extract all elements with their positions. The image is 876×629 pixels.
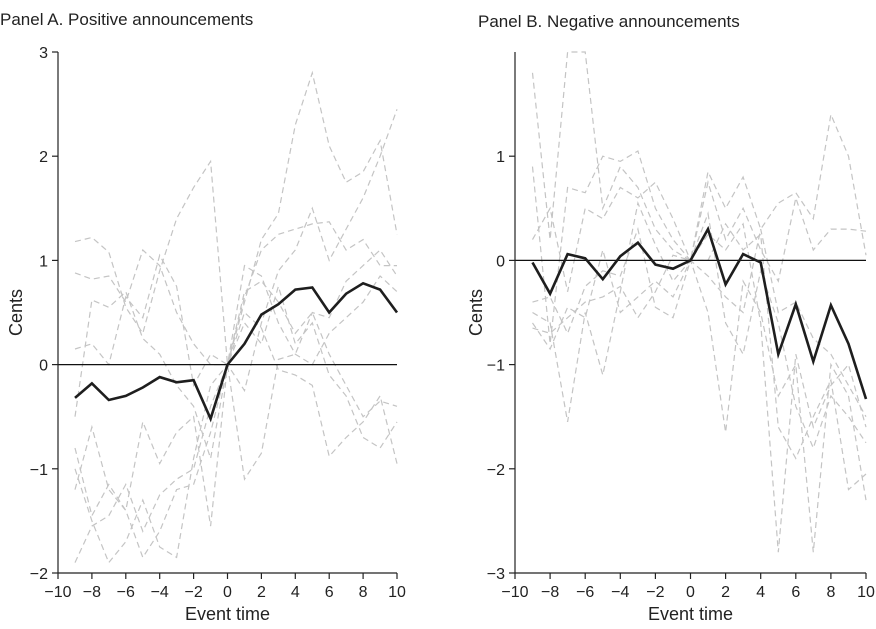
- y-tick-label: −1: [487, 358, 505, 375]
- y-tick-label: 0: [496, 253, 505, 270]
- series-line-8: [74, 284, 398, 559]
- x-tick-label: 8: [826, 584, 835, 601]
- y-tick-label: 2: [39, 149, 48, 166]
- series-line-5: [74, 311, 398, 527]
- y-tick-label: −2: [30, 566, 48, 583]
- x-tick-label: 6: [791, 584, 800, 601]
- x-tick-label: −2: [184, 584, 202, 601]
- panel-title: Panel A. Positive announcements: [0, 10, 253, 29]
- y-axis-label: Cents: [466, 289, 486, 336]
- y-tick-label: 0: [39, 358, 48, 375]
- x-tick-label: −8: [83, 584, 101, 601]
- x-tick-label: 4: [756, 584, 765, 601]
- series-line-4: [74, 264, 398, 459]
- x-tick-label: −2: [646, 584, 664, 601]
- series-line-1: [531, 51, 867, 262]
- y-tick-label: −2: [487, 462, 505, 479]
- series-line-1: [74, 70, 398, 365]
- y-tick-label: 1: [496, 149, 505, 166]
- x-tick-label: −4: [151, 584, 169, 601]
- y-tick-label: 1: [39, 253, 48, 270]
- x-tick-label: 2: [721, 584, 730, 601]
- x-tick-label: −8: [541, 584, 559, 601]
- y-axis-label: Cents: [6, 289, 26, 336]
- series-line-3: [74, 221, 397, 388]
- series-line-7: [532, 227, 867, 417]
- panel-a: Panel A. Positive announcements−10 −8 −6 −4…: [0, 10, 406, 624]
- mean-line: [531, 225, 868, 400]
- y-tick-label: 3: [39, 45, 48, 62]
- x-axis-label: Event time: [648, 604, 733, 624]
- series-line-4: [532, 201, 867, 553]
- x-tick-label: −6: [576, 584, 594, 601]
- x-tick-label: 2: [257, 584, 266, 601]
- x-tick-label: −4: [611, 584, 629, 601]
- series-line-6: [74, 249, 398, 563]
- x-tick-label: 10: [388, 584, 406, 601]
- y-tick-label: −1: [30, 462, 48, 479]
- panel-title: Panel B. Negative announcements: [478, 12, 740, 31]
- series-line-2: [74, 109, 398, 393]
- x-tick-label: 6: [325, 584, 334, 601]
- panel-b: Panel B. Negative announcements−10 −8 −6 −4…: [466, 12, 875, 624]
- y-tick-label: −3: [487, 566, 505, 583]
- x-axis-label: Event time: [185, 604, 270, 624]
- series-line-6: [532, 211, 867, 450]
- x-tick-label: 8: [359, 584, 368, 601]
- x-tick-label: −10: [44, 584, 71, 601]
- series-line-3: [531, 181, 867, 553]
- series-line-7: [74, 280, 398, 564]
- x-tick-label: −10: [501, 584, 528, 601]
- x-tick-label: 4: [291, 584, 300, 601]
- mean-line: [74, 281, 399, 423]
- x-tick-label: 0: [223, 584, 232, 601]
- x-tick-label: 10: [857, 584, 875, 601]
- x-tick-label: 0: [686, 584, 695, 601]
- x-tick-label: −6: [117, 584, 135, 601]
- series-line-2: [531, 150, 867, 344]
